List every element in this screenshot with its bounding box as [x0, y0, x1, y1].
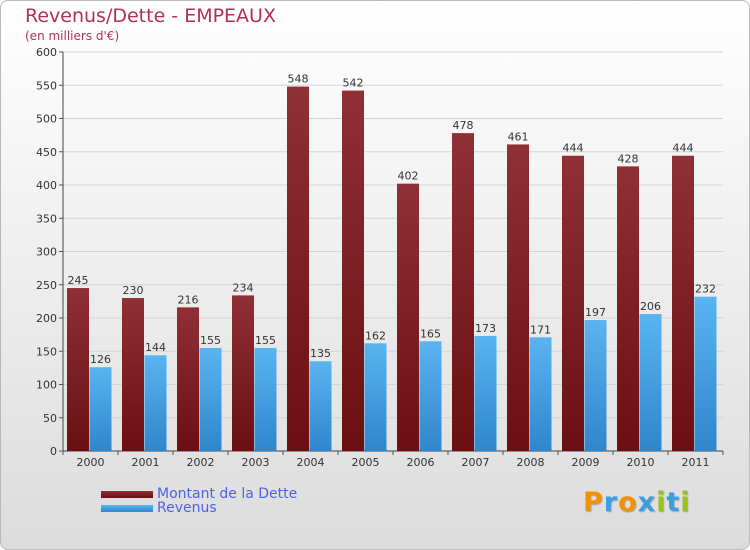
- y-tick-label: 450: [36, 146, 57, 159]
- value-label-revenus: 126: [90, 353, 111, 366]
- legend-label-dette: Montant de la Dette: [157, 486, 298, 502]
- value-label-dette: 402: [398, 170, 419, 183]
- x-tick-label: 2003: [242, 456, 270, 469]
- value-label-revenus: 165: [420, 327, 441, 340]
- y-tick-label: 100: [36, 379, 57, 392]
- value-label-dette: 478: [453, 119, 474, 132]
- value-label-revenus: 135: [310, 347, 331, 360]
- y-tick-label: 400: [36, 179, 57, 192]
- bar-revenus: [639, 314, 662, 451]
- x-tick-label: 2008: [517, 456, 545, 469]
- proxiti-logo: Proxiti: [583, 487, 691, 518]
- bar-revenus: [419, 341, 442, 451]
- bar-dette: [507, 144, 529, 451]
- value-label-revenus: 171: [530, 323, 551, 336]
- y-tick-label: 500: [36, 113, 57, 126]
- y-tick-label: 300: [36, 246, 57, 259]
- y-tick-label: 550: [36, 79, 57, 92]
- bar-revenus: [474, 335, 497, 451]
- value-label-revenus: 155: [255, 334, 276, 347]
- value-label-dette: 542: [343, 77, 364, 90]
- chart-title: Revenus/Dette - EMPEAUX: [25, 5, 276, 27]
- bar-dette: [232, 295, 254, 451]
- bar-dette: [122, 298, 144, 451]
- x-tick-label: 2006: [407, 456, 435, 469]
- bar-revenus: [364, 343, 387, 451]
- y-tick-label: 350: [36, 212, 57, 225]
- value-label-dette: 245: [68, 274, 89, 287]
- logo-letter: t: [666, 487, 681, 518]
- bar-dette: [617, 166, 639, 451]
- bar-revenus: [144, 355, 167, 451]
- value-label-dette: 444: [563, 142, 584, 155]
- bar-revenus: [529, 337, 552, 451]
- x-tick-label: 2001: [132, 456, 160, 469]
- value-label-revenus: 197: [585, 306, 606, 319]
- value-label-dette: 548: [288, 73, 309, 86]
- logo-letter: r: [603, 487, 619, 518]
- value-label-revenus: 162: [365, 329, 386, 342]
- legend-label-revenus: Revenus: [157, 500, 217, 516]
- y-tick-label: 150: [36, 345, 57, 358]
- logo-letter: i: [680, 487, 691, 518]
- y-tick-label: 200: [36, 312, 57, 325]
- logo-letter: P: [583, 487, 604, 518]
- x-tick-label: 2009: [572, 456, 600, 469]
- x-tick-label: 2002: [187, 456, 215, 469]
- logo-letter: o: [618, 487, 638, 518]
- value-label-dette: 428: [618, 152, 639, 165]
- x-tick-label: 2010: [627, 456, 655, 469]
- bar-dette: [67, 288, 89, 451]
- bar-dette: [672, 155, 694, 452]
- y-tick-label: 50: [43, 412, 57, 425]
- logo-letter: i: [656, 487, 667, 518]
- value-label-dette: 461: [508, 130, 529, 143]
- value-label-revenus: 232: [695, 283, 716, 296]
- legend-swatch-dette: [101, 491, 153, 498]
- bar-dette: [287, 86, 309, 451]
- y-tick-label: 0: [50, 445, 57, 458]
- value-label-dette: 216: [178, 293, 199, 306]
- chart-subtitle: (en milliers d'€): [25, 29, 120, 43]
- bar-dette: [397, 183, 419, 452]
- bar-revenus: [584, 319, 607, 451]
- y-tick-label: 600: [36, 46, 57, 59]
- bar-revenus: [309, 361, 332, 451]
- x-tick-label: 2000: [77, 456, 105, 469]
- x-tick-label: 2005: [352, 456, 380, 469]
- value-label-revenus: 144: [145, 341, 166, 354]
- bar-revenus: [89, 367, 112, 451]
- bar-revenus: [199, 347, 222, 451]
- value-label-revenus: 173: [475, 322, 496, 335]
- y-tick-label: 250: [36, 279, 57, 292]
- value-label-dette: 444: [673, 142, 694, 155]
- value-label-dette: 230: [123, 284, 144, 297]
- legend-swatch-revenus: [101, 505, 153, 512]
- value-label-dette: 234: [233, 281, 254, 294]
- bar-dette: [342, 90, 364, 451]
- value-label-revenus: 155: [200, 334, 221, 347]
- logo-letter: x: [637, 487, 657, 518]
- bar-dette: [177, 307, 199, 451]
- x-tick-label: 2007: [462, 456, 490, 469]
- bar-revenus: [254, 347, 277, 451]
- value-label-revenus: 206: [640, 300, 661, 313]
- x-tick-label: 2011: [682, 456, 710, 469]
- bar-dette: [452, 133, 474, 451]
- x-tick-label: 2004: [297, 456, 325, 469]
- bar-revenus: [694, 296, 717, 451]
- bar-dette: [562, 155, 584, 452]
